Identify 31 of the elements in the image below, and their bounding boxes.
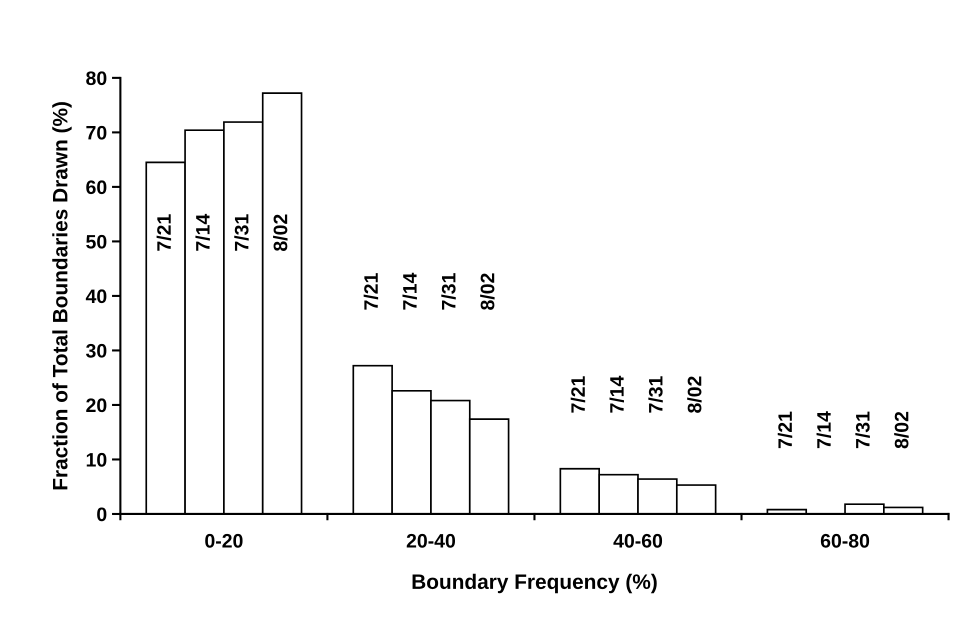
text: 7/14 xyxy=(816,411,832,448)
y-tick-label: 40 xyxy=(86,289,106,304)
x-tick-label: 20-40 xyxy=(406,534,456,548)
y-tick-label: 50 xyxy=(86,234,106,249)
text: 7/14 xyxy=(610,376,624,413)
text: 8/02 xyxy=(480,273,495,310)
y-tick-label: 0 xyxy=(97,507,106,522)
series-label: 7/21 xyxy=(156,214,172,251)
text: 7/14 xyxy=(402,272,417,310)
y-tick-label: 30 xyxy=(86,344,106,358)
text: 7/31 xyxy=(648,376,663,413)
text: 7/21 xyxy=(364,273,378,310)
x-tick-label: 40-60 xyxy=(613,534,662,548)
series-label: 8/02 xyxy=(273,214,288,251)
text: 7/21 xyxy=(778,412,792,448)
x-tick-label: 60-80 xyxy=(820,534,870,548)
text: 8/02 xyxy=(687,376,702,413)
text: 7/31 xyxy=(855,412,870,448)
x-tick-label: 0-20 xyxy=(205,534,243,548)
series-label: 7/14 xyxy=(195,214,210,251)
x-axis-title: Boundary Frequency (%) xyxy=(412,574,657,594)
y-tick-label: 80 xyxy=(86,71,106,86)
text: 7/31 xyxy=(441,273,456,310)
y-tick-label: 20 xyxy=(86,398,106,412)
y-axis-title: Fraction of Total Boundaries Drawn (%) xyxy=(52,102,72,490)
text: 8/02 xyxy=(894,412,909,448)
y-tick-label: 10 xyxy=(86,452,106,467)
y-tick-label: 60 xyxy=(86,180,106,194)
y-tick-label: 70 xyxy=(86,126,106,140)
series-label: 7/31 xyxy=(234,214,249,251)
text: 7/21 xyxy=(570,376,586,413)
